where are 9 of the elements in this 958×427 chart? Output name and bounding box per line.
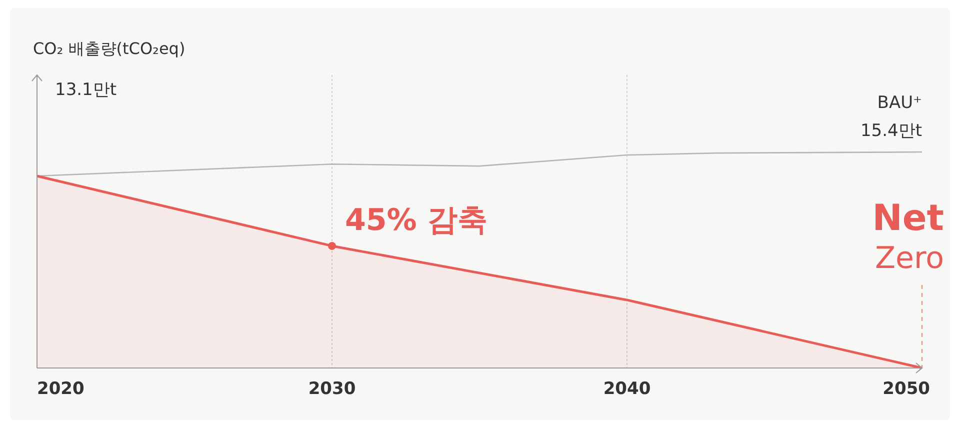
annotation: 45% 감축 — [345, 203, 488, 238]
text: 13.1만t — [55, 80, 117, 100]
text: CO₂ 배출량(tCO₂eq) — [33, 39, 186, 58]
x-tick-label: 2030 — [308, 379, 356, 399]
x-tick-label: 2040 — [603, 379, 651, 399]
x-tick-label: 2050 — [882, 379, 930, 399]
text: BAU⁺ 15.4만t — [860, 93, 922, 141]
x-tick-label: 2020 — [37, 379, 84, 399]
annotation: Net Zero — [872, 198, 944, 276]
